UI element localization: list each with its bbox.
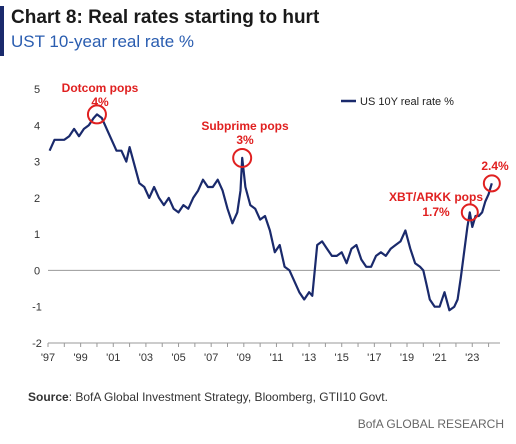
y-tick-label: 2 xyxy=(34,193,40,205)
annotation-circle xyxy=(232,147,253,168)
x-tick-label: '09 xyxy=(237,352,251,364)
y-tick-label: -2 xyxy=(32,338,42,350)
title-accent-bar xyxy=(0,6,4,56)
chart-title: Chart 8: Real rates starting to hurt xyxy=(11,7,320,28)
legend: US 10Y real rate % xyxy=(341,96,454,108)
annotation-label: Dotcom pops xyxy=(62,81,139,95)
series-layer xyxy=(48,113,493,312)
annotation-value: 4% xyxy=(91,95,109,109)
y-tick-label: 3 xyxy=(34,157,40,169)
x-axis: '97 '99 '01 '03 '05 '07 '09 '11 '13 '15 '17 '19 '21 '… xyxy=(41,269,500,364)
chart-subtitle: UST 10-year real rate % xyxy=(11,32,194,51)
annotation-value: 3% xyxy=(236,133,254,147)
x-tick-label: '15 xyxy=(335,352,349,364)
x-tick-label: '19 xyxy=(400,352,414,364)
x-tick-label: '01 xyxy=(106,352,120,364)
x-tick-label: '23 xyxy=(465,352,479,364)
x-tick-label: '13 xyxy=(302,352,316,364)
y-tick-label: 5 xyxy=(34,84,40,96)
y-tick-label: 1 xyxy=(34,229,40,241)
annotation-circle xyxy=(86,104,107,125)
source-note: Source: BofA Global Investment Strategy,… xyxy=(28,390,388,404)
footer-brand: BofA GLOBAL RESEARCH xyxy=(357,417,504,431)
y-tick-label: 0 xyxy=(34,265,40,277)
annotation-circle xyxy=(482,174,501,193)
legend-label: US 10Y real rate % xyxy=(360,96,454,108)
x-tick-label: '11 xyxy=(270,352,284,364)
annotation-value: 1.7% xyxy=(422,205,450,219)
x-tick-label: '05 xyxy=(171,352,185,364)
y-tick-label: -1 xyxy=(32,302,42,314)
source-label: Source xyxy=(28,390,69,404)
annotation-value: 2.4% xyxy=(481,159,509,173)
x-tick-label: '03 xyxy=(139,352,153,364)
x-tick-label: '07 xyxy=(204,352,218,364)
x-tick-label: '17 xyxy=(367,352,381,364)
x-tick-label: '21 xyxy=(432,352,446,364)
series-line-us10y-real xyxy=(48,113,493,312)
annotation-circle xyxy=(460,203,479,222)
y-axis: 5 4 3 2 1 0 -1 -2 xyxy=(32,84,42,350)
annotation-label: XBT/ARKK pops xyxy=(389,190,483,204)
x-tick-label: '97 xyxy=(41,352,55,364)
annotation-label: Subprime pops xyxy=(201,119,289,133)
x-tick-label: '99 xyxy=(73,352,87,364)
source-text: : BofA Global Investment Strategy, Bloom… xyxy=(68,390,388,404)
y-tick-label: 4 xyxy=(34,120,40,132)
